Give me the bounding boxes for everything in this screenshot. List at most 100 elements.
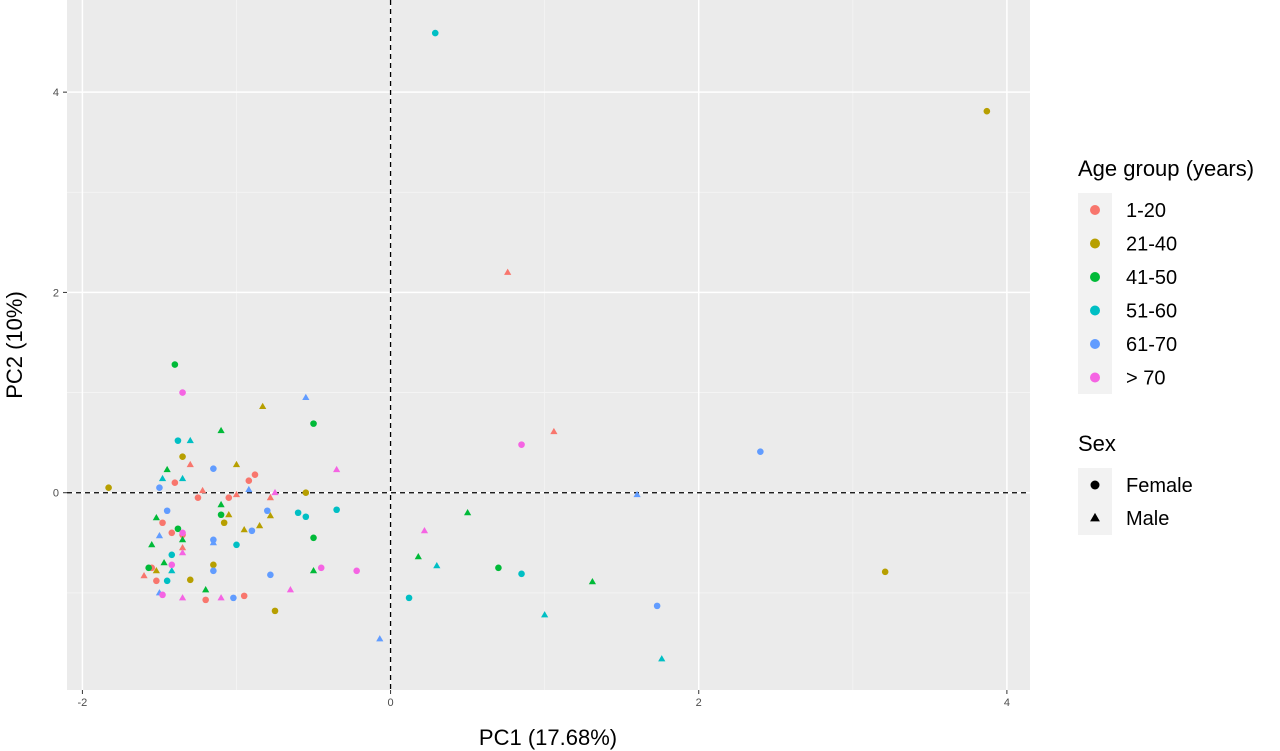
data-point — [171, 479, 179, 486]
data-point — [217, 511, 225, 519]
data-point — [159, 591, 166, 599]
data-point — [178, 549, 187, 556]
data-point — [757, 448, 764, 455]
data-point — [179, 529, 186, 537]
major-gridlines — [67, 0, 1030, 690]
data-point — [317, 564, 325, 572]
data-point — [163, 577, 171, 585]
data-point — [168, 529, 176, 537]
data-point — [210, 561, 217, 569]
y-tick-label: 0 — [53, 488, 59, 500]
data-point — [158, 474, 167, 482]
data-point — [202, 586, 210, 593]
data-point — [240, 525, 248, 533]
data-point — [550, 427, 558, 435]
data-point — [518, 570, 525, 578]
data-point — [152, 567, 160, 574]
data-point — [245, 477, 253, 484]
data-point — [153, 577, 160, 585]
data-point — [220, 519, 228, 527]
x-tick-label: -2 — [78, 697, 88, 709]
legend-label: > 70 — [1126, 368, 1165, 390]
y-tick-label: 2 — [53, 287, 59, 299]
legend-label: 51-60 — [1126, 301, 1177, 323]
data-point — [240, 592, 248, 600]
data-point — [168, 551, 176, 559]
data-point — [105, 484, 112, 492]
data-point — [171, 361, 179, 368]
data-point — [230, 594, 237, 602]
data-point — [140, 572, 148, 579]
legend-title-age-group: Age group (years) — [1078, 156, 1254, 181]
x-tick-label: 4 — [1004, 697, 1010, 709]
legend-title-sex: Sex — [1078, 431, 1116, 456]
data-point — [225, 510, 233, 518]
data-point — [420, 526, 429, 534]
data-point — [353, 567, 360, 575]
data-point — [198, 486, 207, 494]
legend-shape-background — [1078, 468, 1112, 535]
data-point — [266, 511, 274, 519]
data-point — [518, 441, 525, 448]
y-tick-label: 4 — [53, 87, 59, 99]
legend-label: Male — [1126, 508, 1169, 530]
data-point — [179, 389, 186, 396]
data-point — [653, 602, 661, 610]
legend-label: Female — [1126, 475, 1193, 497]
legend-key-51-60 — [1090, 305, 1100, 316]
data-point — [541, 611, 549, 618]
data-point — [178, 594, 187, 601]
data-point — [495, 564, 502, 572]
data-point — [504, 268, 512, 275]
data-point — [232, 490, 241, 498]
data-point — [217, 426, 225, 434]
data-point — [302, 489, 310, 497]
data-point — [160, 559, 168, 566]
legend-key-61-70 — [1090, 339, 1100, 349]
data-point — [286, 586, 295, 593]
data-point — [145, 564, 152, 572]
data-point — [251, 471, 259, 478]
data-point — [179, 453, 186, 460]
legend-label: 21-40 — [1126, 234, 1177, 256]
data-point — [178, 474, 187, 482]
data-point — [217, 500, 225, 508]
data-point — [156, 484, 163, 492]
x-tick-label: 0 — [388, 697, 394, 709]
legend-key--70 — [1090, 372, 1100, 383]
data-point — [302, 513, 310, 521]
data-point — [310, 534, 317, 542]
data-point — [259, 402, 267, 410]
data-point — [245, 485, 253, 493]
data-point — [155, 531, 164, 539]
data-point — [310, 420, 317, 427]
data-point — [983, 107, 991, 115]
x-axis-title: PC1 (17.68%) — [479, 725, 617, 750]
data-point — [267, 571, 274, 579]
data-point — [376, 635, 384, 642]
legend-label: 61-70 — [1126, 334, 1177, 356]
data-point — [217, 594, 225, 601]
legend-label: 41-50 — [1126, 267, 1177, 289]
data-point — [294, 509, 302, 517]
axes: -2 0 2 4 0 2 4 — [53, 87, 1010, 709]
data-point — [178, 543, 187, 551]
legend: Age group (years) 1-20 21-40 41-50 51-60 61-7… — [1078, 156, 1254, 535]
panel-background — [67, 0, 1030, 690]
data-point — [264, 507, 271, 515]
data-points — [105, 29, 991, 662]
data-point — [174, 525, 182, 533]
data-point — [588, 578, 597, 585]
data-point — [186, 436, 194, 444]
data-point — [194, 494, 202, 502]
minor-gridlines — [67, 0, 1030, 690]
data-point — [210, 567, 217, 575]
reference-lines — [67, 0, 1030, 690]
data-point — [232, 460, 241, 468]
data-point — [163, 465, 171, 473]
data-point — [255, 521, 264, 529]
data-point — [209, 538, 217, 546]
data-point — [333, 465, 341, 473]
data-point — [633, 490, 641, 498]
data-point — [148, 540, 156, 548]
